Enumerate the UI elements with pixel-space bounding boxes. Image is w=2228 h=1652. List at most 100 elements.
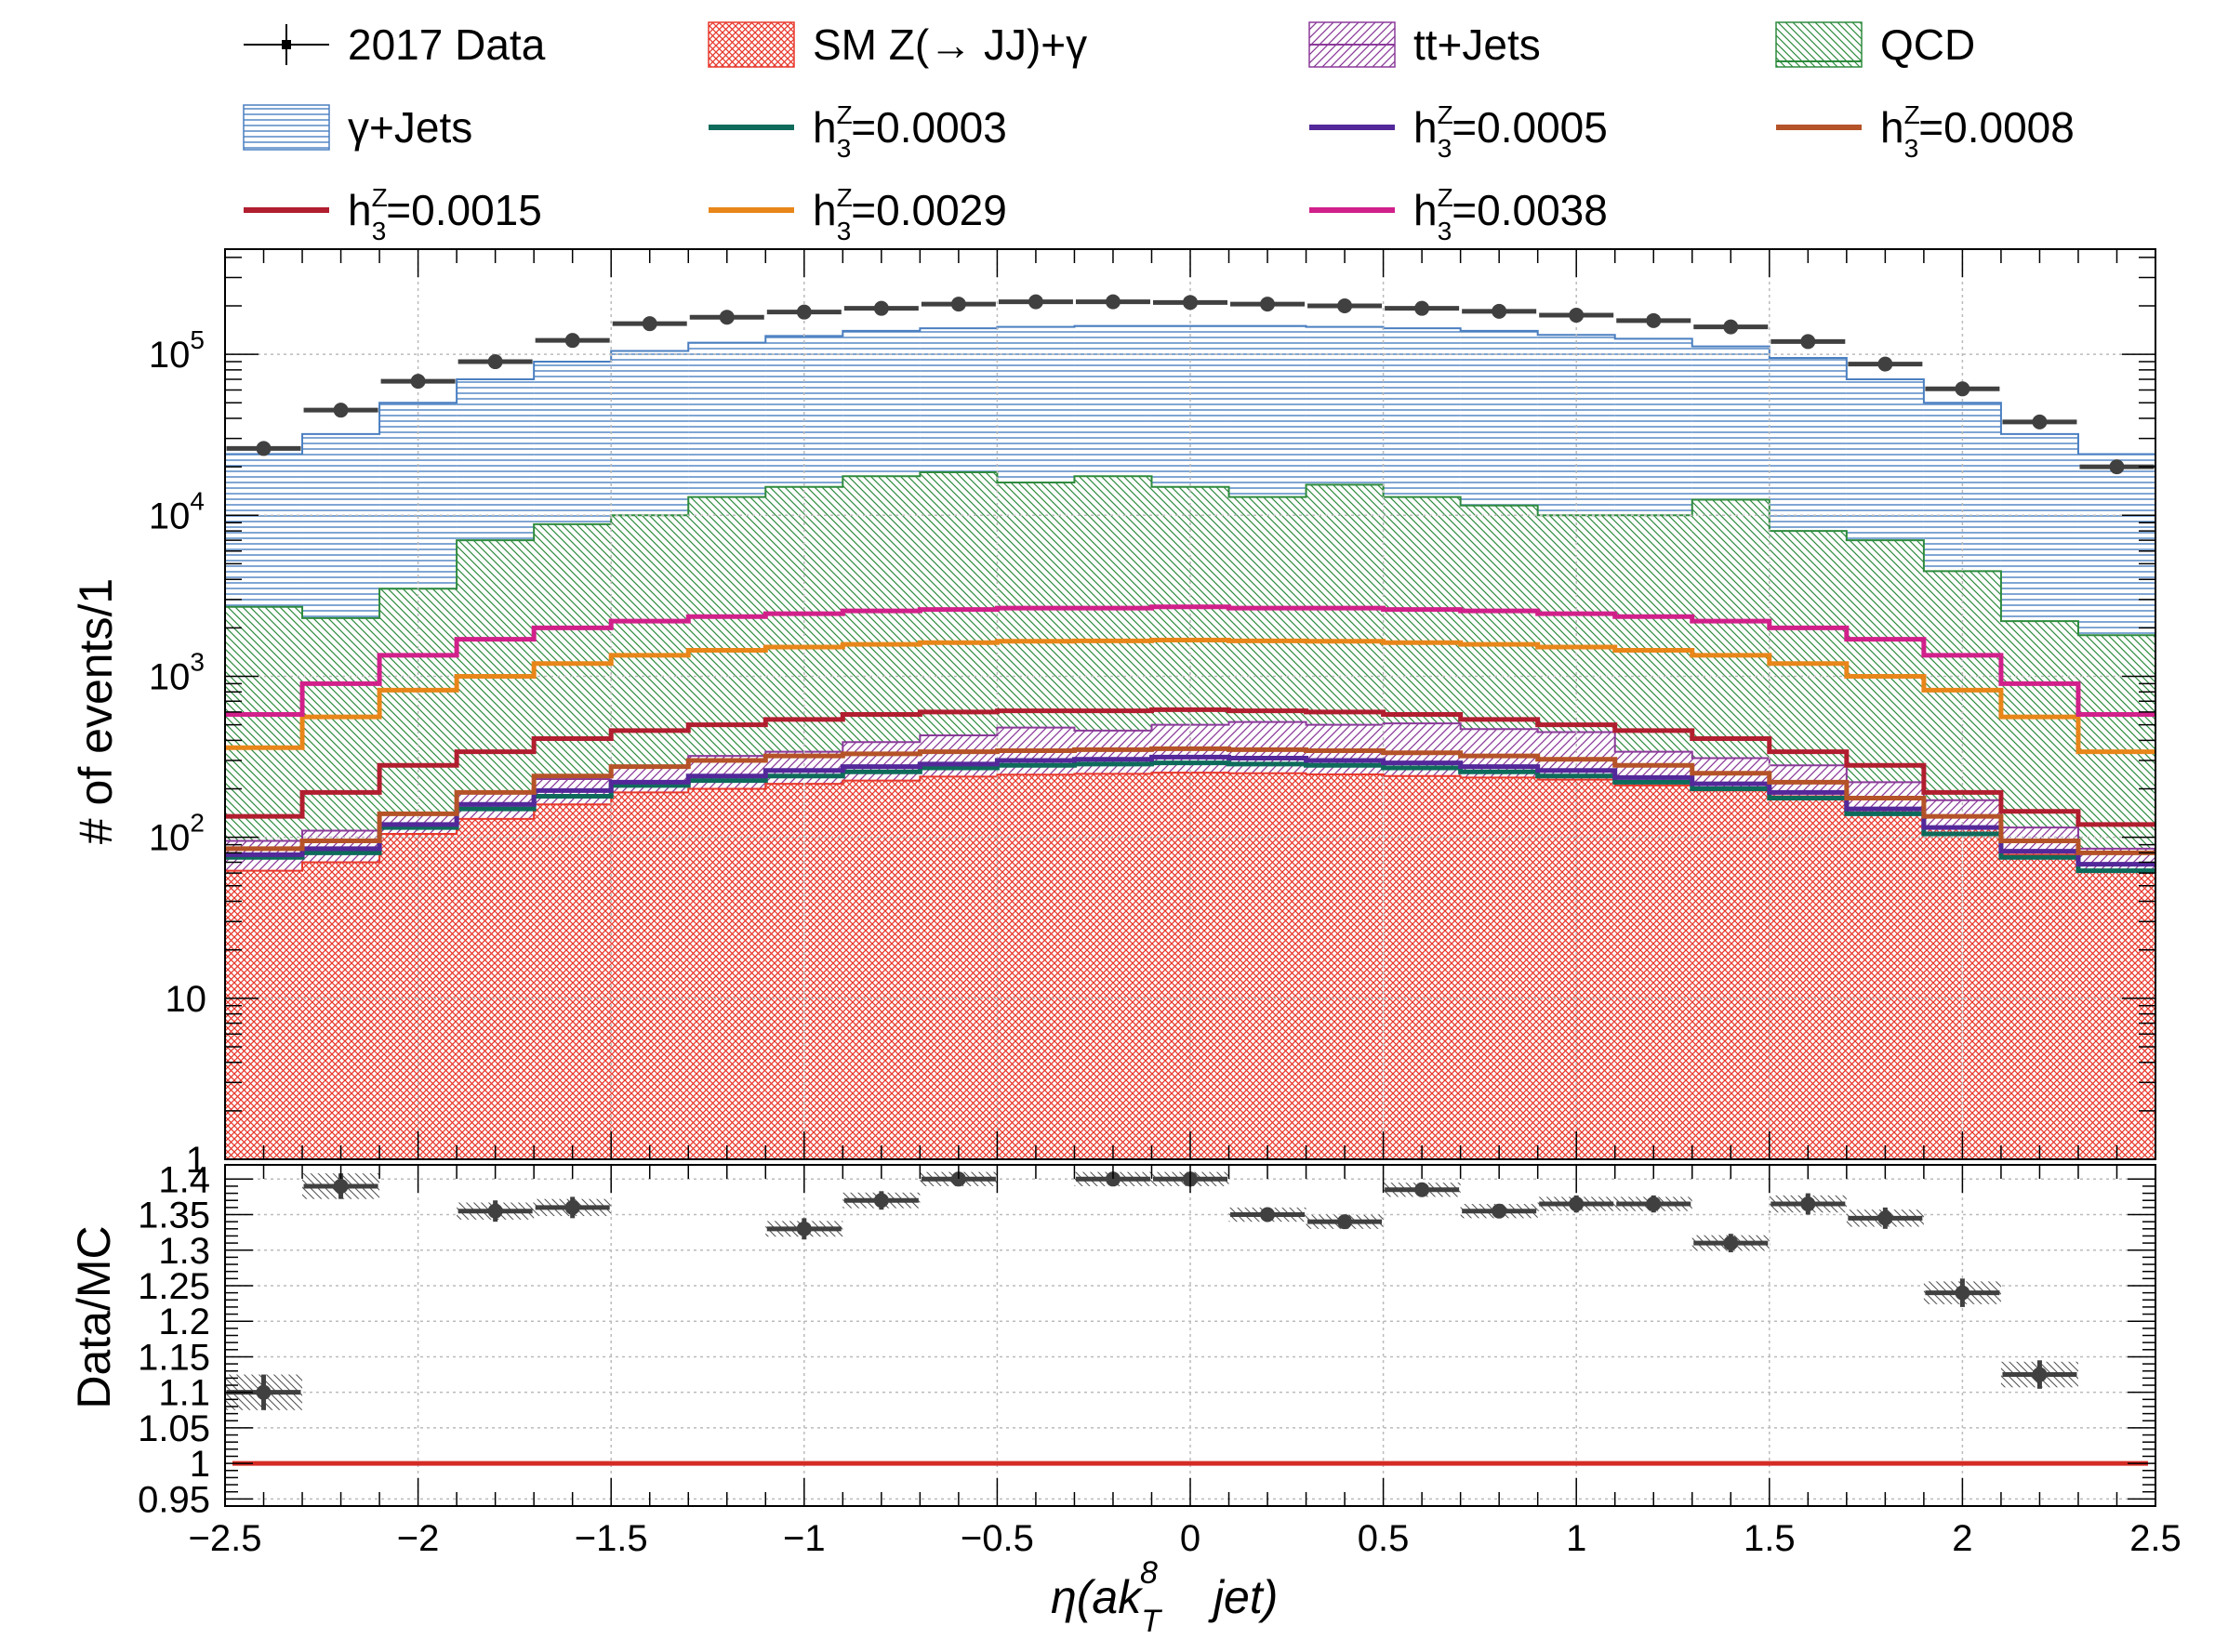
ratio-point-0: [256, 1384, 272, 1400]
legend-swatch-1: [708, 21, 795, 68]
main-ytick-label-0: 1: [186, 1140, 206, 1181]
data-point-23: [2032, 414, 2048, 430]
data-point-17: [1569, 308, 1585, 324]
stack-bar-0-11: [1074, 773, 1152, 1159]
stack-bar-0-0: [225, 870, 303, 1159]
data-point-0: [256, 441, 272, 456]
stack-bar-0-14: [1306, 773, 1384, 1159]
ratio-point-5: [873, 1193, 889, 1209]
legend-item-7: hZ 3=0.0008: [1776, 100, 2075, 163]
xtick-label-2: −1.5: [575, 1518, 648, 1559]
data-point-6: [719, 310, 735, 325]
stack-bar-0-9: [920, 776, 998, 1159]
legend-label-8: hZ 3=0.0015: [348, 183, 542, 245]
stack-bar-0-1: [302, 862, 380, 1159]
data-point-8: [873, 300, 889, 316]
data-point-16: [1492, 303, 1507, 319]
legend-label-5: hZ 3=0.0003: [813, 100, 1007, 163]
xtick-label-6: 0.5: [1358, 1518, 1410, 1559]
data-point-10: [1028, 294, 1043, 310]
legend-label-3: QCD: [1880, 20, 1975, 69]
main-ylabel: # of events/1: [70, 578, 122, 844]
data-point-20: [1800, 334, 1816, 350]
signal-line-3: [225, 707, 2155, 827]
data-point-14: [1337, 297, 1353, 313]
xtick-label-0: −2.5: [189, 1518, 262, 1559]
stack-bar-0-21: [1846, 809, 1924, 1159]
ratio-point-3: [564, 1199, 580, 1215]
ratio-point-2: [487, 1203, 503, 1219]
stack-bar-0-10: [997, 774, 1075, 1159]
stack-outline-2: [225, 471, 2155, 637]
ratio-ytick-label-9: 1.4: [158, 1159, 210, 1200]
legend-item-10: hZ 3=0.0038: [1309, 183, 1608, 245]
legend-label-6: hZ 3=0.0005: [1413, 100, 1608, 163]
data-point-13: [1260, 297, 1276, 312]
ratio-panel: 0.9511.051.11.151.21.251.31.351.4Data/MC…: [68, 1159, 2182, 1639]
ratio-point-11: [1414, 1182, 1430, 1197]
main-panel: 1 10 102 103 104 105 # of events/1: [70, 248, 2156, 1181]
legend-item-8: hZ 3=0.0015: [244, 183, 542, 245]
stack-bar-0-5: [611, 792, 689, 1159]
legend-label-7: hZ 3=0.0008: [1880, 100, 2075, 163]
xtick-label-8: 1.5: [1744, 1518, 1796, 1559]
legend-label-9: hZ 3=0.0029: [813, 183, 1007, 245]
ratio-point-19: [2032, 1367, 2048, 1382]
ratio-ytick-label-2: 1.05: [138, 1408, 210, 1449]
ratio-point-14: [1646, 1196, 1662, 1212]
ratio-point-1: [333, 1178, 349, 1194]
ratio-ytick-label-1: 1: [190, 1444, 210, 1485]
stack-bar-0-4: [534, 804, 612, 1159]
data-point-22: [1955, 381, 1970, 397]
main-ytick-label-2: 102: [149, 809, 205, 859]
stack-bar-0-18: [1614, 785, 1692, 1159]
ratio-ytick-label-4: 1.15: [138, 1337, 210, 1378]
stack-bar-0-16: [1460, 777, 1538, 1159]
ratio-point-17: [1877, 1210, 1893, 1226]
xtick-label-9: 2: [1952, 1518, 1972, 1559]
xtick-label-5: 0: [1180, 1518, 1200, 1559]
data-point-21: [1877, 356, 1893, 372]
legend-item-4: γ+Jets: [243, 103, 472, 152]
data-point-2: [410, 374, 426, 390]
ratio-point-7: [1105, 1171, 1121, 1187]
ratio-point-9: [1260, 1207, 1276, 1222]
stack-bar-0-13: [1228, 773, 1306, 1159]
ratio-ytick-label-6: 1.25: [138, 1266, 210, 1307]
data-point-24: [2109, 459, 2125, 475]
signal-line-1: [225, 754, 2155, 867]
data-point-7: [796, 304, 812, 320]
ratio-point-12: [1492, 1203, 1507, 1219]
ratio-point-15: [1723, 1236, 1739, 1251]
ratio-ylabel: Data/MC: [68, 1225, 120, 1408]
stack-bar-0-6: [688, 788, 766, 1159]
data-point-4: [564, 333, 580, 349]
legend-item-6: hZ 3=0.0005: [1309, 100, 1608, 163]
main-ytick-label-5: 105: [149, 325, 205, 376]
signal-line-0: [225, 760, 2155, 874]
xtick-label-1: −2: [397, 1518, 440, 1559]
xtick-label-7: 1: [1566, 1518, 1586, 1559]
data-point-12: [1183, 295, 1198, 311]
ratio-point-16: [1800, 1196, 1816, 1212]
legend-item-0: 2017 Data: [244, 20, 546, 69]
data-point-9: [950, 297, 966, 312]
data-point-15: [1414, 300, 1430, 316]
legend-label-4: γ+Jets: [348, 103, 472, 152]
ratio-ytick-label-8: 1.35: [138, 1196, 210, 1236]
legend-item-1: SM Z(→ JJ)+γ: [708, 20, 1087, 69]
stack-bar-0-15: [1383, 775, 1461, 1159]
stack-bar-0-23: [2000, 854, 2078, 1159]
ratio-ytick-label-3: 1.1: [158, 1373, 210, 1414]
ratio-ytick-label-0: 0.95: [138, 1479, 210, 1520]
ratio-point-4: [796, 1221, 812, 1236]
ratio-ytick-label-7: 1.3: [158, 1231, 210, 1272]
legend-label-1: SM Z(→ JJ)+γ: [813, 20, 1087, 69]
legend-item-5: hZ 3=0.0003: [709, 100, 1007, 163]
ratio-point-13: [1569, 1196, 1585, 1212]
data-point-3: [487, 354, 503, 370]
main-ytick-label-3: 103: [149, 647, 205, 697]
legend-item-3: QCD: [1775, 20, 1975, 69]
xtick-label-4: −0.5: [961, 1518, 1034, 1559]
